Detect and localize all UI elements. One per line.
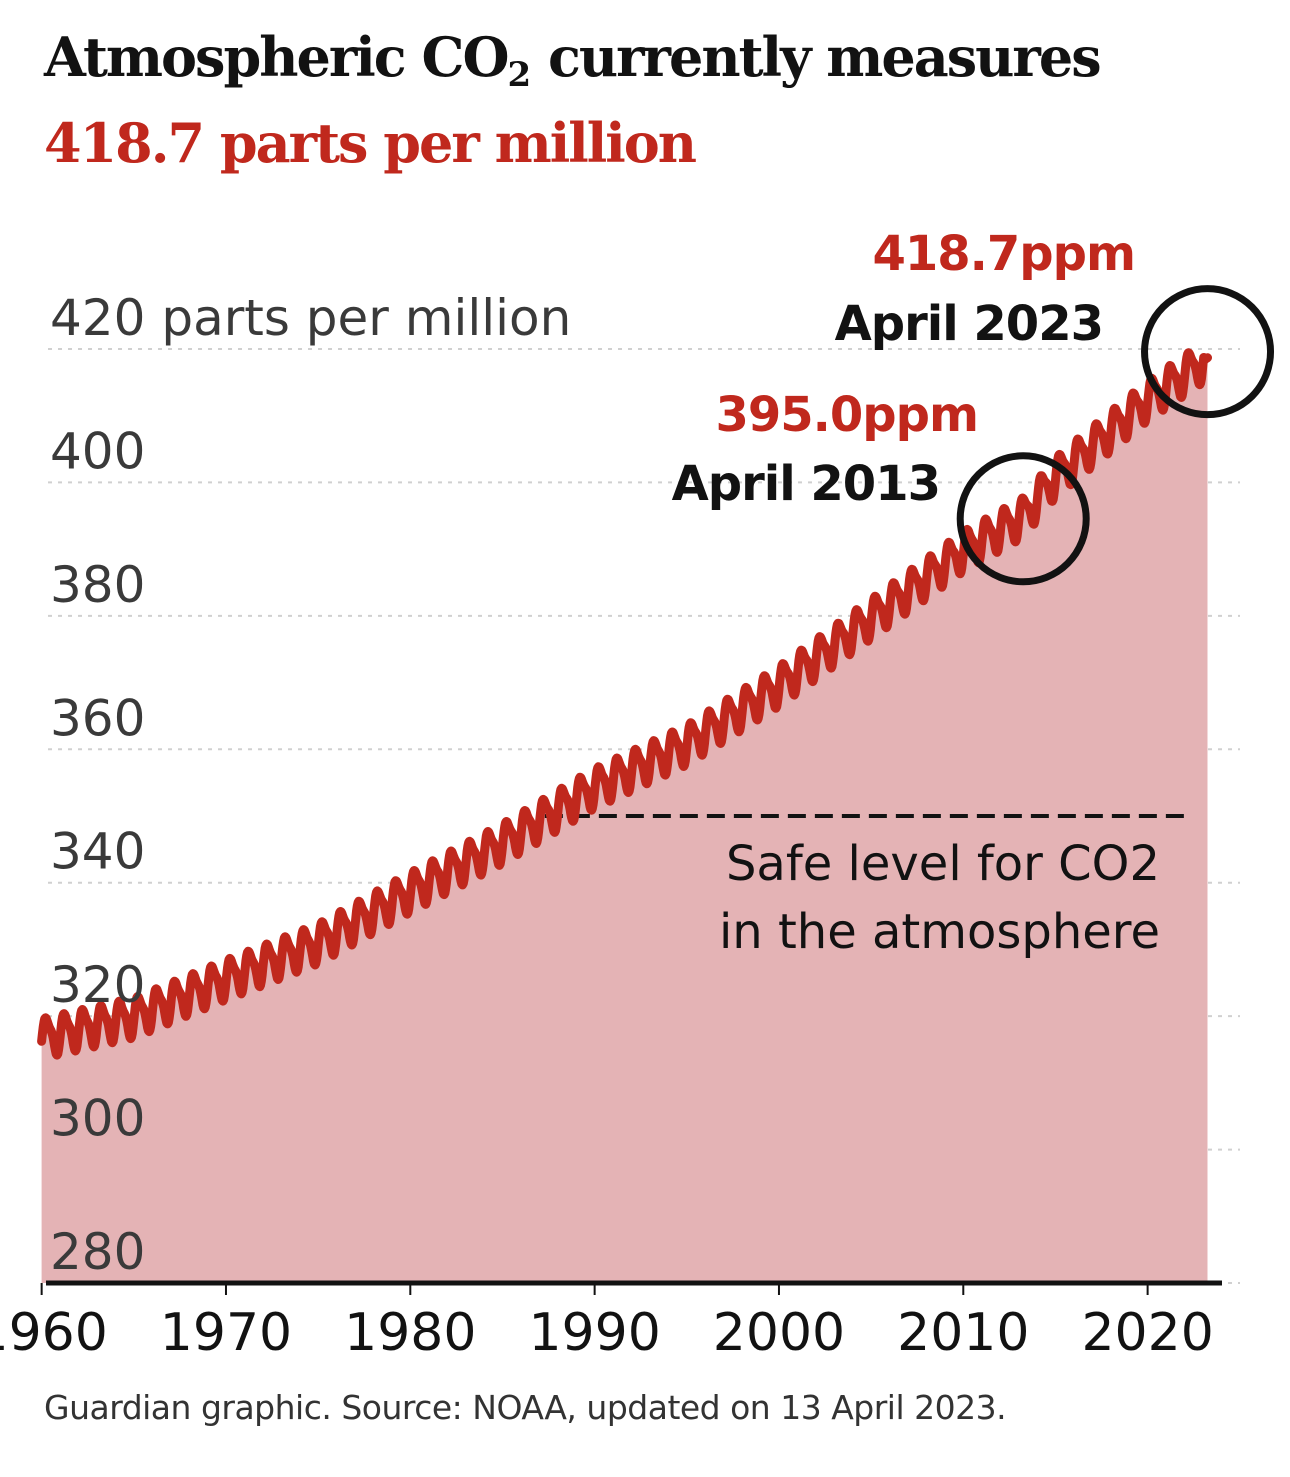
annotations: 395.0ppm April 2013 418.7ppm April 2023: [672, 226, 1275, 586]
title-prefix: Atmospheric CO: [44, 25, 509, 89]
safe-level-label-line2: in the atmosphere: [719, 904, 1160, 960]
annotation-circle: [956, 452, 1090, 586]
x-tick-label: 2010: [897, 1303, 1029, 1363]
x-tick-label: 1970: [160, 1303, 292, 1363]
x-tick-label: 2020: [1081, 1303, 1213, 1363]
y-tick-label: 280: [50, 1223, 145, 1281]
annotation-value: 395.0ppm: [715, 387, 978, 443]
y-tick-label: 360: [50, 689, 145, 747]
y-tick-label: 420 parts per million: [50, 289, 571, 347]
annotation-date: April 2023: [835, 296, 1103, 352]
annotation-circle: [1141, 285, 1275, 419]
y-tick-label: 300: [50, 1090, 145, 1148]
x-axis: [40, 1280, 1222, 1295]
source-note: Guardian graphic. Source: NOAA, updated …: [44, 1388, 1007, 1427]
x-tick-label: 1990: [528, 1303, 660, 1363]
x-axis-labels: 1960 1970 1980 1990 2000 2010 2020: [0, 1303, 1214, 1363]
y-axis-labels: 280 300 320 340 360 380 400 420 parts per milli…: [50, 289, 571, 1281]
co2-series-line: [37, 348, 1212, 1060]
y-tick-label: 380: [50, 556, 145, 614]
x-tick-label: 1960: [0, 1303, 108, 1363]
title-suffix: currently measures: [531, 25, 1102, 89]
annotation-value: 418.7ppm: [872, 226, 1135, 282]
safe-level-label-line1: Safe level for CO2: [726, 836, 1160, 892]
annotation-date: April 2013: [672, 456, 940, 512]
title-subscript: 2: [507, 55, 532, 95]
chart-title: Atmospheric CO2 currently measures: [44, 22, 1102, 95]
y-tick-label: 340: [50, 823, 145, 881]
reference-line-group: Safe level for CO2 in the atmosphere: [544, 814, 1189, 960]
line-group: [37, 348, 1212, 1060]
x-tick-label: 2000: [713, 1303, 845, 1363]
co2-chart: Safe level for CO2 in the atmosphere 280 3…: [0, 226, 1275, 1363]
chart-subtitle: 418.7 parts per million: [44, 111, 697, 175]
y-tick-label: 400: [50, 422, 145, 480]
x-tick-label: 1980: [344, 1303, 476, 1363]
y-tick-label: 320: [50, 956, 145, 1014]
